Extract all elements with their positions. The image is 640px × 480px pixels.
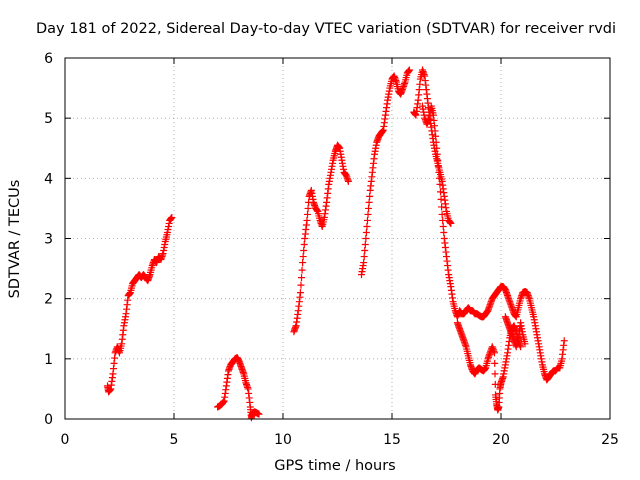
data-point	[298, 266, 306, 274]
data-point	[437, 188, 445, 196]
y-axis-label: SDTVAR / TECUs	[7, 180, 23, 299]
data-point	[363, 222, 371, 230]
y-tick-labels: 0 1 2 3 4 5 6	[44, 51, 53, 428]
data-point	[344, 177, 352, 185]
x-tick-label: 15	[383, 432, 401, 448]
data-point	[361, 247, 369, 255]
y-tick-label: 4	[44, 171, 53, 187]
data-point	[434, 156, 442, 164]
data-point	[435, 174, 443, 182]
data-point	[433, 150, 441, 158]
data-point	[362, 235, 370, 242]
grid	[65, 58, 610, 419]
data-point	[560, 337, 568, 345]
data-point	[360, 253, 368, 261]
data-point	[365, 204, 373, 212]
data-point	[255, 410, 263, 418]
data-point	[360, 259, 368, 267]
data-point	[365, 198, 373, 206]
data-point	[363, 216, 371, 224]
data-point	[299, 253, 307, 261]
data-point	[491, 370, 499, 378]
x-axis-label: GPS time / hours	[274, 458, 395, 474]
chart-title: Day 181 of 2022, Sidereal Day-to-day VTE…	[36, 21, 616, 37]
data-point	[438, 210, 446, 218]
y-tick-label: 6	[44, 51, 53, 67]
data-point	[361, 241, 369, 249]
data-point	[491, 359, 499, 367]
y-tick-label: 3	[44, 232, 53, 248]
x-tick-label: 20	[492, 432, 510, 448]
data-markers	[104, 66, 568, 422]
x-tick-labels: 0 5 10 15 20 25	[61, 432, 619, 448]
data-point	[433, 144, 441, 152]
x-tick-label: 25	[601, 432, 619, 448]
data-point	[296, 289, 304, 297]
axis-ticks	[64, 57, 611, 420]
data-point	[405, 66, 413, 74]
data-point	[490, 349, 498, 357]
data-point	[362, 228, 370, 236]
data-point	[432, 132, 440, 140]
data-point	[300, 241, 308, 249]
data-point	[438, 203, 446, 211]
data-point	[299, 259, 307, 267]
data-point	[440, 228, 448, 236]
data-point	[432, 138, 440, 146]
data-point	[437, 195, 445, 203]
data-point	[521, 340, 529, 348]
x-tick-label: 10	[274, 432, 292, 448]
data-point	[364, 210, 372, 218]
data-point	[436, 180, 444, 188]
data-point	[298, 274, 306, 282]
x-tick-label: 0	[61, 432, 70, 448]
data-point	[439, 222, 447, 230]
y-tick-label: 2	[44, 292, 53, 308]
data-point	[304, 210, 312, 218]
data-point	[300, 247, 308, 255]
data-point	[303, 216, 311, 224]
y-tick-label: 1	[44, 352, 53, 368]
data-point	[168, 213, 176, 221]
x-tick-label: 5	[170, 432, 179, 448]
y-tick-label: 5	[44, 111, 53, 127]
y-tick-label: 0	[44, 412, 53, 428]
data-point	[434, 162, 442, 170]
data-point	[447, 219, 455, 227]
data-point	[435, 168, 443, 176]
data-point	[366, 192, 374, 200]
data-point	[304, 204, 312, 212]
data-point	[439, 216, 447, 224]
data-point	[297, 281, 305, 289]
